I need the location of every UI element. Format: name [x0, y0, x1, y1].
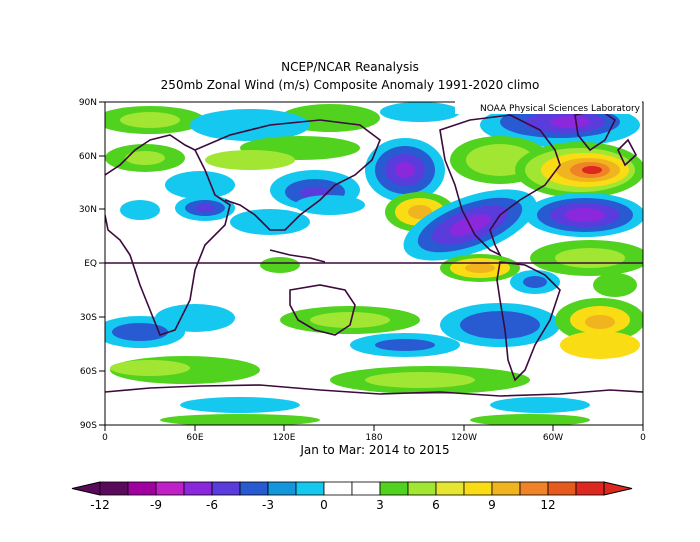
- lat-label-eq: EQ: [84, 259, 97, 269]
- lon-label-120w: 120W: [451, 433, 477, 443]
- colorbar-swatch: [295, 481, 325, 496]
- lat-axis: 90N 60N 30N EQ 30S 60S 90S: [79, 98, 105, 431]
- colorbar-label: -3: [262, 498, 274, 512]
- colorbar-label: 6: [432, 498, 440, 512]
- lat-label-90n: 90N: [79, 98, 97, 108]
- map-panel: [105, 102, 643, 425]
- colorbar-swatch: [267, 481, 297, 496]
- colorbar-label: 12: [540, 498, 555, 512]
- colorbar-swatch: [211, 481, 241, 496]
- map-subtitle: 250mb Zonal Wind (m/s) Composite Anomaly…: [160, 78, 540, 92]
- colorbar-swatch: [519, 481, 549, 496]
- lat-label-30n: 30N: [79, 205, 97, 215]
- credit-text: NOAA Physical Sciences Laboratory: [480, 104, 641, 114]
- colorbar-swatch: [575, 481, 605, 496]
- colorbar-swatch: [407, 481, 437, 496]
- colorbar-swatch: [463, 481, 493, 496]
- lon-label-120e: 120E: [273, 433, 296, 443]
- lat-label-30s: 30S: [80, 313, 97, 323]
- lon-axis: 0 60E 120E 180 120W 60W 0: [102, 425, 646, 443]
- coastlines: [105, 109, 643, 397]
- lon-label-60e: 60E: [186, 433, 203, 443]
- lon-label-60w: 60W: [543, 433, 563, 443]
- colorbar-label: -12: [90, 498, 110, 512]
- colorbar-swatch: [435, 481, 465, 496]
- colorbar-swatch: [183, 481, 213, 496]
- colorbar-swatch: [99, 481, 129, 496]
- colorbar-swatch: [351, 481, 381, 496]
- credit-box: [455, 101, 642, 114]
- colorbar-swatch: [155, 481, 185, 496]
- colorbar-label: -9: [150, 498, 162, 512]
- lon-label-0-east: 0: [640, 433, 646, 443]
- lat-label-90s: 90S: [80, 421, 97, 431]
- lat-label-60s: 60S: [80, 367, 97, 377]
- colorbar-swatch: [491, 481, 521, 496]
- colorbar: -12 -9 -6 -3 0 3 6 9 12: [71, 481, 633, 512]
- map-title: NCEP/NCAR Reanalysis: [281, 60, 419, 74]
- colorbar-swatch: [547, 481, 577, 496]
- colorbar-label: -6: [206, 498, 218, 512]
- colorbar-label: 0: [320, 498, 328, 512]
- colorbar-swatch: [323, 481, 353, 496]
- colorbar-swatch: [379, 481, 409, 496]
- date-range: Jan to Mar: 2014 to 2015: [300, 443, 450, 457]
- lon-label-0: 0: [102, 433, 108, 443]
- lon-label-180: 180: [365, 433, 382, 443]
- colorbar-label: 9: [488, 498, 496, 512]
- colorbar-swatch: [127, 481, 157, 496]
- lat-label-60n: 60N: [79, 152, 97, 162]
- colorbar-arrow-high: [603, 481, 633, 496]
- colorbar-swatch: [239, 481, 269, 496]
- colorbar-arrow-low: [71, 481, 101, 496]
- colorbar-label: 3: [376, 498, 384, 512]
